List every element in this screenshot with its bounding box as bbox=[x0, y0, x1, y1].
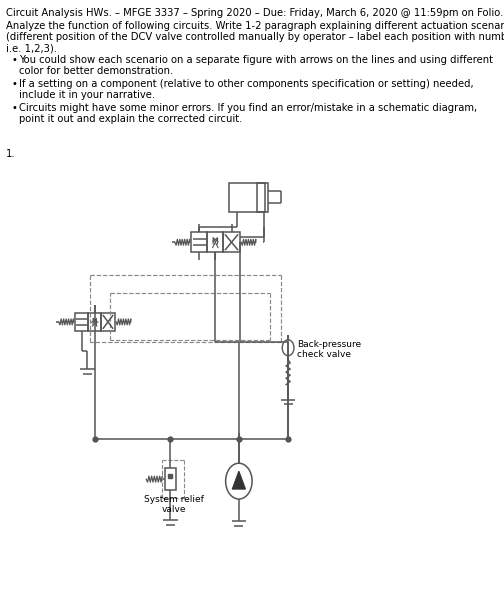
Text: point it out and explain the corrected circuit.: point it out and explain the corrected c… bbox=[19, 114, 242, 124]
Bar bbox=[101, 313, 114, 331]
Bar bbox=[207, 232, 223, 252]
Text: include it in your narrative.: include it in your narrative. bbox=[19, 90, 155, 100]
Text: Circuit Analysis HWs. – MFGE 3337 – Spring 2020 – Due: Friday, March 6, 2020 @ 1: Circuit Analysis HWs. – MFGE 3337 – Spri… bbox=[6, 8, 503, 18]
Text: Analyze the function of following circuits. Write 1-2 paragraph explaining diffe: Analyze the function of following circui… bbox=[6, 21, 504, 31]
Text: i.e. 1,2,3).: i.e. 1,2,3). bbox=[6, 43, 57, 53]
Text: color for better demonstration.: color for better demonstration. bbox=[19, 66, 173, 76]
Text: Circuits might have some minor errors. If you find an error/mistake in a schemat: Circuits might have some minor errors. I… bbox=[19, 103, 477, 113]
Text: (different position of the DCV valve controlled manually by operator – label eac: (different position of the DCV valve con… bbox=[6, 32, 504, 42]
Bar bbox=[165, 468, 176, 490]
Text: •: • bbox=[12, 103, 18, 113]
Bar bbox=[191, 232, 207, 252]
Text: System relief
valve: System relief valve bbox=[144, 495, 204, 514]
Text: Back-pressure
check valve: Back-pressure check valve bbox=[297, 340, 361, 359]
Text: •: • bbox=[12, 55, 18, 65]
Bar bbox=[257, 182, 265, 213]
Bar bbox=[75, 313, 88, 331]
Text: If a setting on a component (relative to other components specification or setti: If a setting on a component (relative to… bbox=[19, 79, 474, 89]
Text: 1.: 1. bbox=[6, 148, 16, 159]
Bar bbox=[223, 232, 239, 252]
Polygon shape bbox=[232, 471, 245, 489]
Text: •: • bbox=[12, 79, 18, 89]
Bar bbox=[229, 182, 268, 213]
Text: You could show each scenario on a separate figure with arrows on the lines and u: You could show each scenario on a separa… bbox=[19, 55, 493, 65]
Bar bbox=[88, 313, 101, 331]
